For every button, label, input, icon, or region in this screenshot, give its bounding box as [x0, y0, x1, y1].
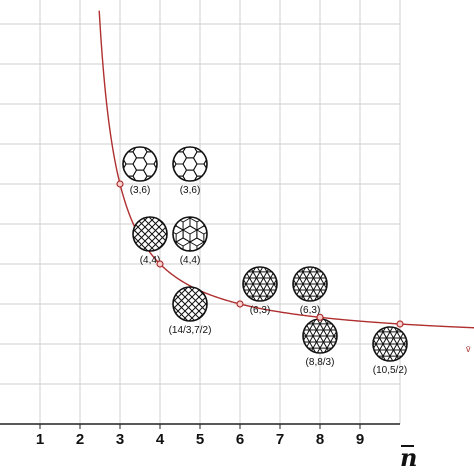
x-tick-label: 8 [316, 431, 324, 448]
triangle-icon: (10,5/2) [372, 326, 408, 376]
point-label: (3,6) [130, 185, 151, 196]
point-label: (6,3) [250, 305, 271, 316]
tiling-outline [132, 216, 168, 252]
curve-label: v̄ [466, 344, 471, 354]
data-point [316, 313, 324, 321]
point-label: (4,4) [180, 255, 201, 266]
point-label: (8,8/3) [306, 357, 335, 368]
square-grid-icon: (14/3,7/2) [169, 286, 212, 336]
x-tick-label: 5 [196, 431, 204, 448]
triangle-icon: (6,3) [242, 266, 278, 316]
grid [0, 0, 401, 424]
data-point [396, 320, 404, 328]
data-point [116, 180, 124, 188]
point-label: (3,6) [180, 185, 201, 196]
tiling-outline [122, 146, 158, 182]
tiling-outline [372, 326, 408, 362]
point-label: (6,3) [300, 305, 321, 316]
point-label: (4,4) [140, 255, 161, 266]
tiling-outline [242, 266, 278, 302]
tiling-outline [172, 216, 208, 252]
hexagon-icon: (3,6) [172, 146, 208, 196]
tiling-outline [172, 286, 208, 322]
x-axis-title: n [400, 443, 417, 472]
data-points [116, 180, 404, 328]
hexagon-icon: (3,6) [122, 146, 158, 196]
x-tick-label: 2 [76, 431, 84, 448]
x-axis: 1 2 3 4 5 6 7 8 9 [0, 423, 400, 448]
tiling-outline [292, 266, 328, 302]
x-tick-label: 4 [156, 431, 165, 448]
point-label: (10,5/2) [373, 365, 407, 376]
data-point [156, 260, 164, 268]
x-tick-label: 3 [116, 431, 124, 448]
x-tick-label: 9 [356, 431, 364, 448]
x-tick-label: 7 [276, 431, 284, 448]
x-tick-label: 6 [236, 431, 244, 448]
data-point [236, 300, 244, 308]
triangle-icon: (6,3) [292, 266, 328, 316]
x-tick-label: 1 [36, 431, 44, 448]
triangle-icon: (8,8/3) [302, 318, 338, 368]
tiling-icons: (3,6) (3,6) (4,4) (4,4) (14/3,7/2) (6,3) (6,3)… [122, 146, 408, 376]
tiling-outline [172, 146, 208, 182]
square-grid-icon: (4,4) [132, 216, 168, 266]
point-label: (14/3,7/2) [169, 325, 212, 336]
